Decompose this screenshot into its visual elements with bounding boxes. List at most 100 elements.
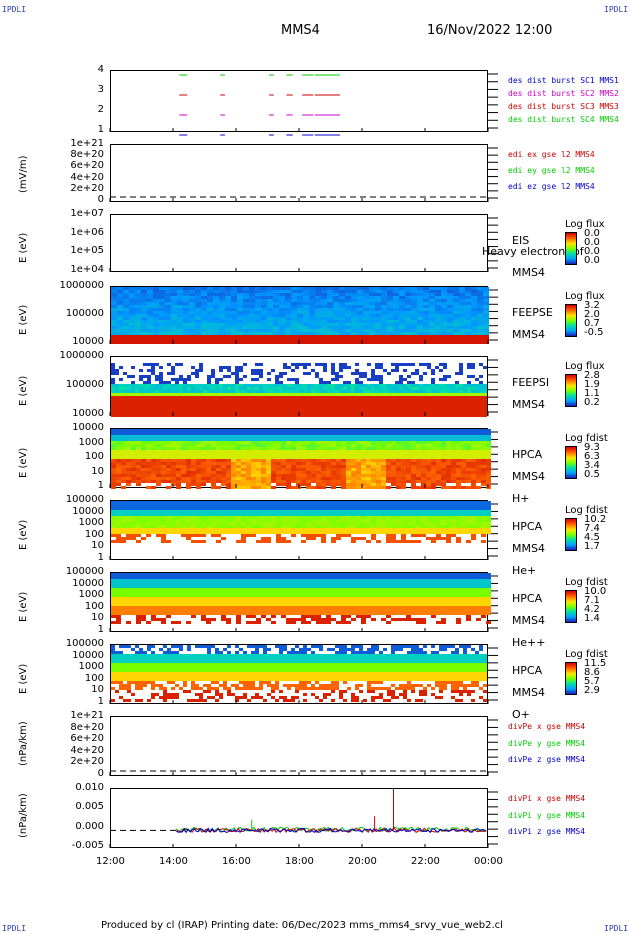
spectrogram-cell <box>216 450 221 453</box>
spectrogram-cell <box>195 393 199 396</box>
instrument-label: MMS4 <box>512 686 545 699</box>
spectrogram-cell <box>196 453 201 456</box>
colorbar-title: Log fdist <box>565 505 608 516</box>
spectrogram-cell <box>306 513 311 516</box>
spectrogram-cell <box>356 525 361 528</box>
spectrogram-cell <box>421 438 426 441</box>
spectrogram-cell <box>183 381 187 384</box>
spectrogram-cell <box>421 453 426 456</box>
spectrogram-cell <box>246 504 251 507</box>
spectrogram-cell <box>237 308 243 311</box>
spectrogram-cell <box>436 432 441 435</box>
spectrogram-cell <box>471 335 477 338</box>
ytick-label: 4 <box>97 64 104 75</box>
spectrogram-cell <box>271 396 275 399</box>
spectrogram-cell <box>231 480 236 483</box>
spectrogram-cell <box>319 387 323 390</box>
spectrogram-cell <box>186 432 191 435</box>
spectrogram-cell <box>201 483 206 486</box>
spectrogram-cell <box>281 447 286 450</box>
spectrogram-cell <box>123 308 129 311</box>
spectrogram-cell <box>351 432 356 435</box>
spectrogram-cell <box>246 483 251 486</box>
spectrogram-cell <box>121 510 126 513</box>
spectrogram-cell <box>273 329 279 332</box>
spectrogram-cell <box>256 465 261 468</box>
spectrogram-cell <box>351 390 355 393</box>
spectrogram-cell <box>345 323 351 326</box>
spectrogram-cell <box>159 375 163 378</box>
spectrogram-cell <box>327 414 331 417</box>
spectrogram-cell <box>411 435 416 438</box>
spectrogram-cell <box>186 462 191 465</box>
spectrogram-cell <box>375 302 381 305</box>
spectrogram-cell <box>401 486 406 489</box>
spectrogram-cell <box>431 393 435 396</box>
spectrogram-cell <box>131 450 136 453</box>
spectrogram-cell <box>455 408 459 411</box>
spectrogram-cell <box>216 522 221 525</box>
spectrogram-cell <box>296 522 301 525</box>
spectrogram-cell <box>383 369 387 372</box>
spectrogram-cell <box>441 287 447 290</box>
instrument-label: FEEPSI <box>512 376 550 389</box>
spectrogram-cell <box>453 293 459 296</box>
spectrogram-cell <box>186 429 191 432</box>
spectrogram-cell <box>483 323 489 326</box>
spectrogram-cell <box>231 311 237 314</box>
spectrogram-cell <box>135 305 141 308</box>
spectrogram-cell <box>381 459 386 462</box>
spectrogram-cell <box>136 453 141 456</box>
spectrogram-cell <box>481 447 486 450</box>
spectrogram-cell <box>183 396 187 399</box>
spectrogram-cell <box>146 444 151 447</box>
spectrogram-cell <box>291 465 296 468</box>
spectrogram-cell <box>211 384 215 387</box>
spectrogram-cell <box>111 435 116 438</box>
spectrogram-cell <box>116 525 121 528</box>
spectrogram-cell <box>483 290 489 293</box>
spectrogram-cell <box>343 414 347 417</box>
spectrogram-cell <box>123 323 129 326</box>
spectrogram-cell <box>116 471 121 474</box>
spectrogram-cell <box>281 453 286 456</box>
spectrogram-cell <box>301 432 306 435</box>
spectrogram-cell <box>126 471 131 474</box>
spectrogram-cell <box>171 314 177 317</box>
spectrogram-cell <box>246 465 251 468</box>
spectrogram-cell <box>311 465 316 468</box>
spectrogram-cell <box>375 329 381 332</box>
spectrogram-cell <box>165 302 171 305</box>
spectrogram-cell <box>451 390 455 393</box>
spectrogram-cell <box>159 299 165 302</box>
spectrogram-cell <box>351 323 357 326</box>
spectrogram-cell <box>399 329 405 332</box>
spectrogram-cell <box>141 447 146 450</box>
spectrogram-cell <box>131 384 135 387</box>
spectrogram-cell <box>411 441 416 444</box>
spectrogram-cell <box>446 447 451 450</box>
spectrogram-cell <box>411 293 417 296</box>
spectrogram-cell <box>271 405 275 408</box>
spectrogram-cell <box>153 302 159 305</box>
spectrogram-cell <box>141 444 146 447</box>
spectrogram-cell <box>361 537 366 540</box>
spectrogram-cell <box>121 441 126 444</box>
spectrogram-cell <box>339 293 345 296</box>
spectrogram-cell <box>479 402 483 405</box>
spectrogram-cell <box>471 438 476 441</box>
spectrogram-cell <box>327 293 333 296</box>
spectrogram-cell <box>406 507 411 510</box>
spectrogram-cell <box>316 462 321 465</box>
spectrogram-cell <box>255 332 261 335</box>
spectrogram-cell <box>161 450 166 453</box>
spectrogram-cell <box>181 507 186 510</box>
spectrogram-cell <box>291 317 297 320</box>
spectrogram-cell <box>375 323 381 326</box>
spectrogram-cell <box>171 296 177 299</box>
spectrogram-cell <box>239 378 243 381</box>
spectrogram-cell <box>141 477 146 480</box>
legend-entry: divPe z gse MMS4 <box>508 755 586 765</box>
spectrogram-cell <box>297 290 303 293</box>
spectrogram-cell <box>403 405 407 408</box>
